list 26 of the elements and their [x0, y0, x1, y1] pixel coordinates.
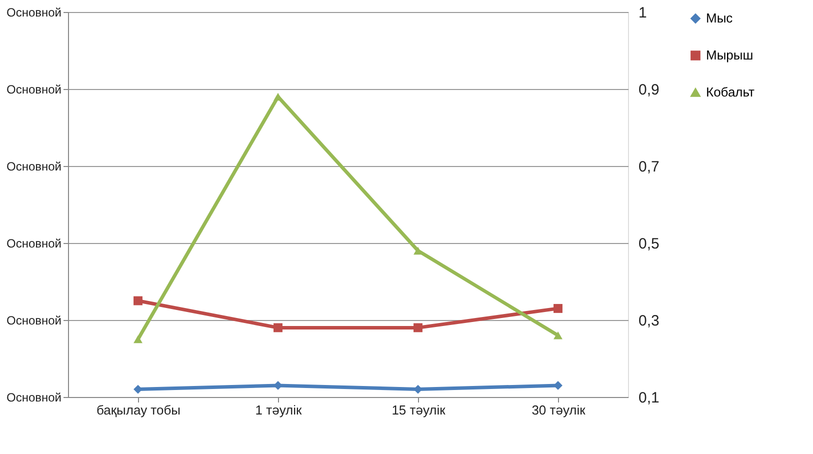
point: [134, 296, 142, 306]
legend-label: Кобальт: [706, 84, 755, 100]
y2-tick-label: 1: [638, 4, 647, 22]
point: [554, 332, 562, 340]
y2-tick-label: 0,3: [638, 312, 660, 330]
text: Основной: [6, 236, 62, 250]
y2-tick-label: 0,7: [638, 158, 660, 176]
legend-label: Мырыш: [706, 48, 754, 62]
point: [414, 246, 422, 255]
y2-tick-label: 0,9: [638, 82, 660, 98]
point: [274, 323, 282, 332]
point: [554, 304, 562, 313]
x-tick-label: бақылау тобы: [96, 402, 181, 418]
point: [414, 323, 422, 332]
x-tick-label: 15 тәулік: [392, 402, 446, 418]
point: [134, 335, 142, 344]
text: Основной: [6, 82, 62, 96]
x-tick-label: 1 тәулік: [255, 402, 302, 418]
text: Основной: [6, 390, 62, 404]
y2-tick-label: 0,5: [638, 236, 660, 252]
legend-label: Мыс: [706, 10, 734, 26]
text: Основной: [6, 6, 62, 20]
x-tick-label: 30 тәулік: [532, 402, 586, 418]
text: Основной: [6, 314, 62, 328]
text: Основной: [6, 160, 62, 174]
y2-tick-label: 0,1: [638, 390, 660, 406]
